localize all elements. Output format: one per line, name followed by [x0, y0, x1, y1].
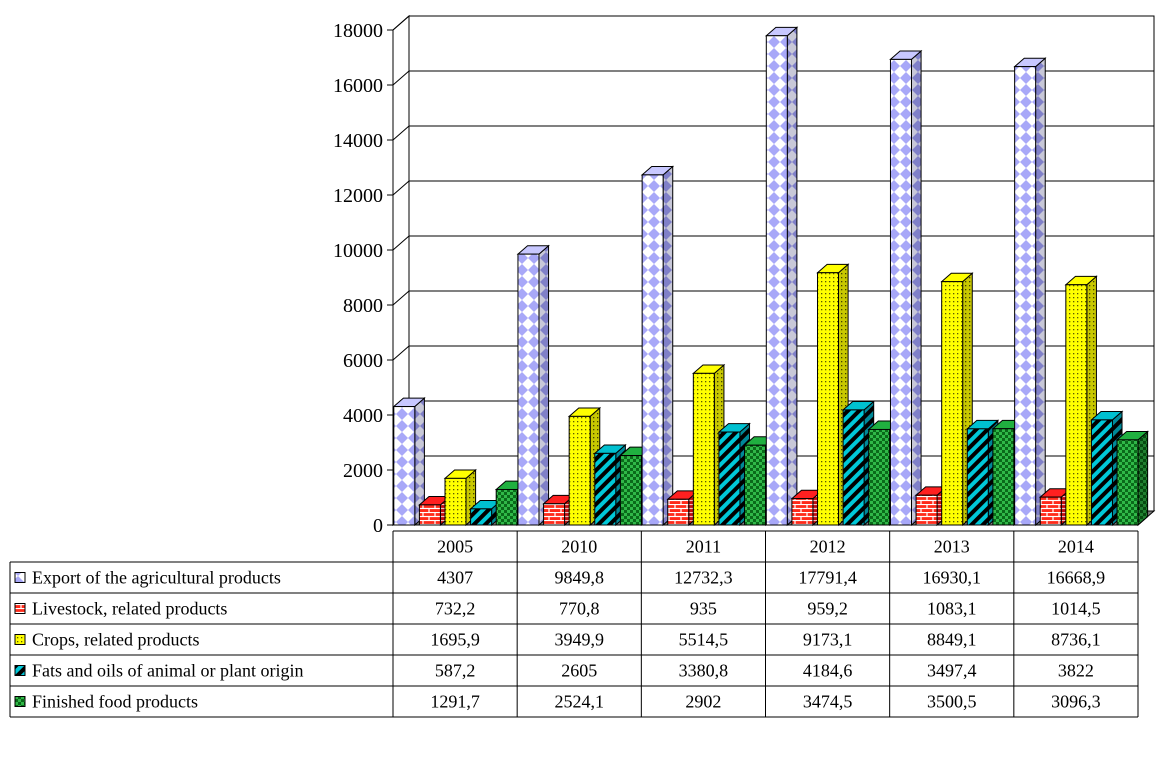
y-tick-label: 14000 [333, 130, 383, 152]
y-tick-label: 10000 [333, 240, 383, 262]
bar [889, 49, 923, 527]
data-label: 587,2 [435, 661, 476, 681]
bar [764, 26, 799, 527]
data-label: 935 [690, 599, 717, 619]
data-label: 8849,1 [927, 630, 977, 650]
bar [1064, 275, 1098, 527]
data-label: 1291,7 [430, 692, 480, 712]
bar [1013, 57, 1047, 527]
data-label: 1083,1 [927, 599, 977, 619]
data-label: 3949,9 [555, 630, 605, 650]
bar [443, 468, 477, 527]
gridline [392, 15, 1154, 31]
bar [1115, 430, 1149, 527]
category-label: 2005 [437, 537, 473, 557]
legend-key [14, 665, 26, 676]
legend-key [14, 634, 26, 645]
data-label: 732,2 [435, 599, 476, 619]
y-axis-ticks: 0 2000 4000 6000 8000 10000 12000 14000 16000 180… [333, 20, 394, 537]
category-label: 2011 [686, 537, 721, 557]
data-label: 3822 [1058, 661, 1094, 681]
bar [392, 397, 426, 527]
category-label: 2013 [934, 537, 970, 557]
category-label: 2014 [1058, 537, 1094, 557]
data-label: 3500,5 [927, 692, 977, 712]
data-label: 4307 [437, 568, 473, 588]
data-label: 1014,5 [1051, 599, 1101, 619]
y-tick-label: 12000 [333, 185, 383, 207]
data-label: 3474,5 [803, 692, 853, 712]
data-label: 2524,1 [555, 692, 605, 712]
data-label: 9849,8 [555, 568, 605, 588]
data-label: 3096,3 [1051, 692, 1101, 712]
y-tick-label: 2000 [343, 460, 383, 482]
data-label: 4184,6 [803, 661, 853, 681]
data-label: 959,2 [807, 599, 848, 619]
data-label: 17791,4 [798, 568, 857, 588]
data-label: 8736,1 [1051, 630, 1101, 650]
data-label: 9173,1 [803, 630, 853, 650]
y-tick-label: 8000 [343, 295, 383, 317]
series-name: Fats and oils of animal or plant origin [32, 661, 303, 681]
data-label: 1695,9 [430, 630, 480, 650]
category-label: 2010 [561, 537, 597, 557]
y-tick-label: 6000 [343, 350, 383, 372]
y-tick-label: 16000 [333, 75, 383, 97]
data-table: 2005 2010 2011 2012 2013 2014 Export of the ag… [9, 530, 1139, 718]
legend-key [14, 603, 26, 614]
series-name: Crops, related products [32, 630, 199, 650]
y-tick-label: 0 [373, 515, 383, 537]
data-label: 5514,5 [679, 630, 729, 650]
y-tick-label: 18000 [333, 20, 383, 42]
data-label: 2902 [685, 692, 721, 712]
data-label: 3380,8 [679, 661, 729, 681]
data-label: 770,8 [559, 599, 600, 619]
series-name: Livestock, related products [32, 599, 227, 619]
bar [640, 165, 675, 527]
series-name: Export of the agricultural products [32, 568, 281, 588]
data-label: 16930,1 [923, 568, 982, 588]
bar [516, 244, 550, 527]
data-label: 16668,9 [1047, 568, 1106, 588]
category-label: 2012 [810, 537, 846, 557]
data-label: 12732,3 [674, 568, 733, 588]
legend-key [14, 572, 26, 583]
data-label: 3497,4 [927, 661, 977, 681]
y-tick-label: 4000 [343, 405, 383, 427]
data-label: 2605 [561, 661, 597, 681]
legend-key [14, 696, 26, 707]
series-name: Finished food products [32, 692, 198, 712]
bars [392, 26, 1149, 527]
